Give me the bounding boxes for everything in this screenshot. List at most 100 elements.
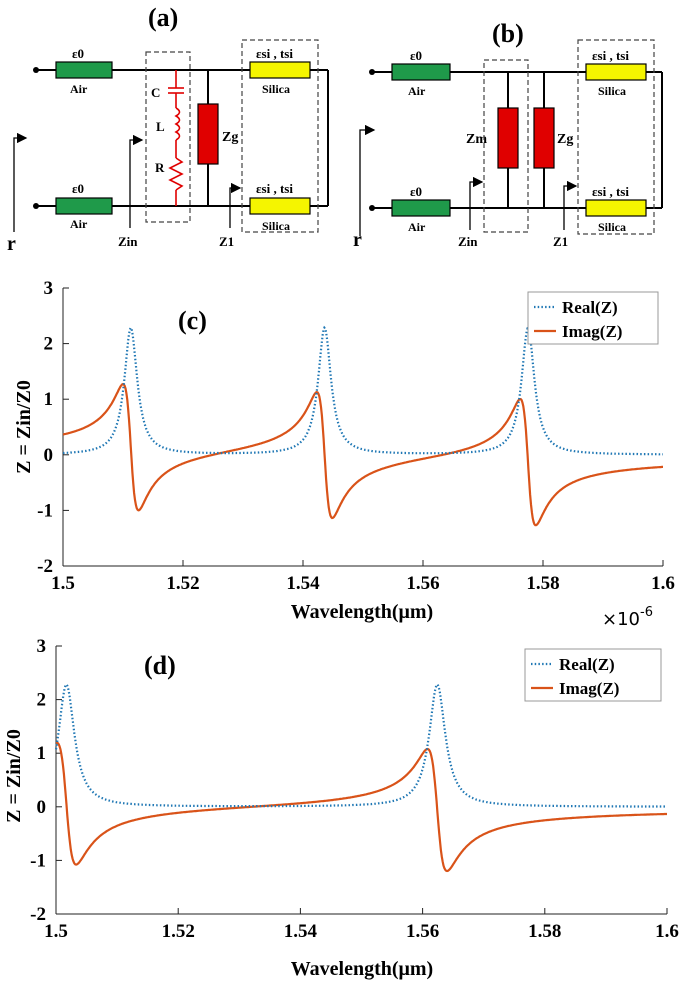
air-label: Air [408,220,426,234]
x-tick-label: 1.5 [51,573,75,594]
x-tick-label: 1.6 [651,573,675,594]
air-block-top [55,61,113,79]
y-tick-label: 0 [37,797,47,818]
rlc-frame [145,51,191,223]
zin-label: Zin [458,234,478,249]
y-tick-label: 2 [37,690,47,711]
y-tick-label: 2 [44,334,54,355]
y-tick-label: 1 [44,389,54,410]
zg-label: Zg [222,130,238,145]
series-imag-line [62,382,663,527]
y-tick-label: -1 [37,500,53,521]
panel-label-d: (d) [144,651,176,680]
legend-label-imag: Imag(Z) [562,322,622,341]
zm-label: Zm [466,132,487,147]
zg-block [533,107,555,169]
air-block-top [391,63,451,81]
silica-block-bottom [585,199,647,217]
x-tick-label: 1.52 [162,921,195,942]
plot-d: Z = Zin/Z0 Wavelength(μm) (d) 1.5 1.52 1.5… [3,636,679,980]
zg-label: Zg [557,132,573,147]
r-port-label: r [353,229,362,251]
x-tick-label: 1.58 [526,573,559,594]
silica-param-label: εsi , tsi [256,181,293,196]
plot-c: Z = Zin/Z0 Wavelength(μm) ×10-6 (c) 1.5 1… [13,278,675,630]
air-block-bottom [55,197,113,215]
r-port-label: r [7,233,16,255]
series-real-line [54,682,667,808]
zg-block [197,103,219,165]
air-label: Air [70,82,88,96]
capacitor-label: C [151,85,160,100]
panel-label-b: (b) [492,19,524,48]
silica-label: Silica [262,82,290,96]
inductor-label: L [156,119,165,134]
rlc-branch [168,70,184,206]
x-axis-label: Wavelength(μm) [291,958,433,980]
legend-box [524,648,662,702]
legend-label-real: Real(Z) [562,298,618,317]
terminal-dot [33,203,39,209]
legend-label-real: Real(Z) [559,655,615,674]
y-tick-label: 3 [44,278,54,299]
x-tick-label: 1.54 [286,573,320,594]
circuit-a-wires [38,69,329,207]
air-label: Air [70,217,88,231]
silica-frame [577,39,655,235]
y-tick-label: -1 [30,850,46,871]
x-axis-label: Wavelength(μm) [291,601,433,623]
series-imag-line [55,741,667,873]
silica-block-bottom [249,197,311,215]
resistor-label: R [155,160,165,175]
eps0-label: ε0 [410,184,422,199]
panel-label-c: (c) [178,306,207,335]
silica-label: Silica [598,84,626,98]
y-tick-label: -2 [37,556,53,577]
eps0-label: ε0 [410,48,422,63]
y-tick-label: 0 [44,445,54,466]
silica-block-top [585,63,647,81]
zm-frame [483,59,529,233]
terminal-dot [369,69,375,75]
silica-frame [241,39,319,233]
x-tick-label: 1.58 [528,921,561,942]
silica-param-label: εsi , tsi [592,184,629,199]
z1-arrow [563,180,578,230]
legend-label-imag: Imag(Z) [559,679,619,698]
z1-label: Z1 [553,234,568,249]
eps0-label: ε0 [72,181,84,196]
zin-label: Zin [118,234,138,249]
eps0-label: ε0 [72,46,84,61]
circuit-b-wires [374,71,663,209]
terminal-dot [33,67,39,73]
air-block-bottom [391,199,451,217]
x-tick-label: 1.56 [406,921,439,942]
x-tick-label: 1.5 [44,921,68,942]
r-arrow [359,124,376,236]
y-tick-label: 1 [37,743,47,764]
silica-label: Silica [262,219,290,233]
y-axis-label: Z = Zin/Z0 [3,729,25,823]
terminal-dot [369,205,375,211]
silica-block-top [249,61,311,79]
circuit-b: (b) ε0 Air ε0 Air Zm Zg εsi , tsi Silica [353,19,663,251]
x-tick-label: 1.6 [655,921,679,942]
y-axis-label: Z = Zin/Z0 [13,380,35,474]
panel-label-a: (a) [148,3,178,32]
series-real-line [63,325,663,456]
x-tick-label: 1.54 [284,921,318,942]
z1-label: Z1 [219,234,234,249]
z1-arrow [229,182,242,228]
x-tick-label: 1.52 [166,573,199,594]
circuit-a: (a) C L R ε0 [7,3,329,255]
x-scale-base: ×10 [602,609,640,630]
y-tick-label: 3 [37,636,47,657]
air-label: Air [408,84,426,98]
r-arrow [13,132,28,232]
silica-param-label: εsi , tsi [592,48,629,63]
silica-param-label: εsi , tsi [256,46,293,61]
legend-box [527,291,659,345]
x-tick-label: 1.56 [406,573,439,594]
x-scale-exponent: -6 [640,605,653,620]
